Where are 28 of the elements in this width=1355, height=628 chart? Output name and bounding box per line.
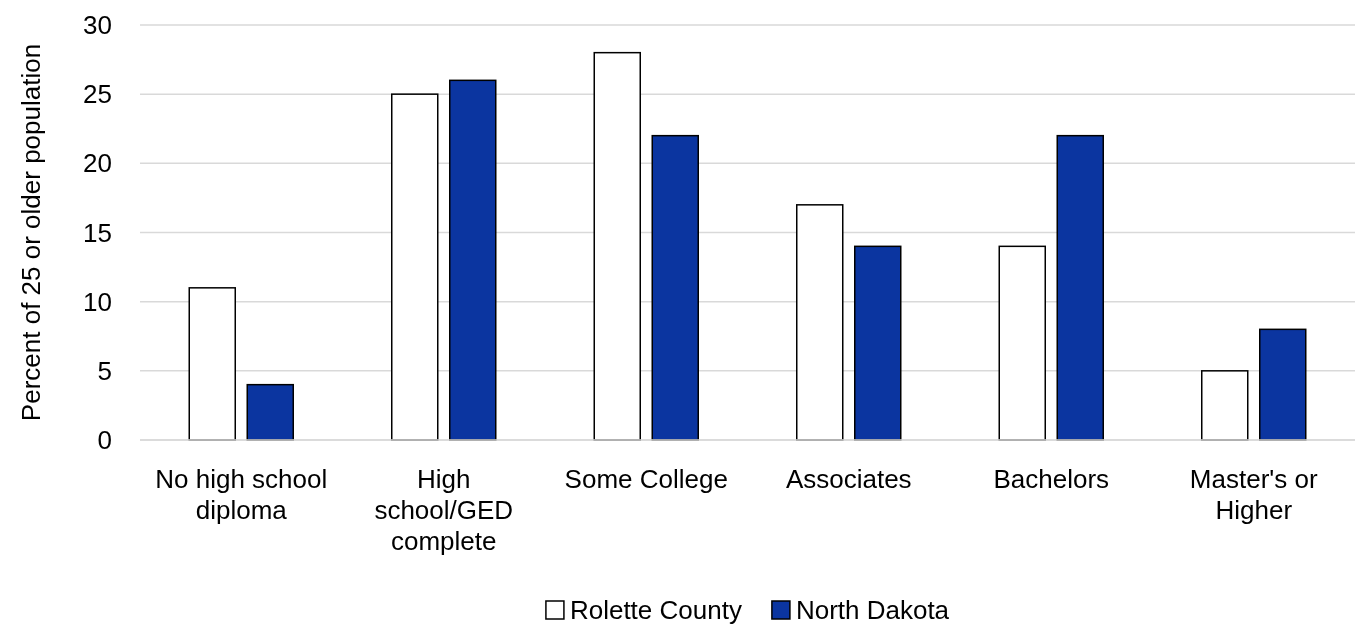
bar	[998, 245, 1046, 441]
y-tick-label: 30	[83, 10, 112, 41]
x-tick-label: High school/GED complete	[374, 464, 514, 556]
bar	[246, 383, 294, 441]
legend-label: North Dakota	[795, 595, 950, 626]
bar	[449, 79, 497, 441]
bar	[1201, 370, 1249, 441]
y-tick-label: 5	[97, 355, 112, 386]
bar	[593, 51, 641, 441]
bar	[1056, 134, 1104, 441]
y-tick-label: 15	[83, 217, 112, 248]
legend-label: Rolette County	[569, 595, 742, 626]
bar	[796, 204, 844, 441]
x-tick-label: Some College	[564, 464, 728, 494]
bar	[188, 287, 236, 441]
bar	[391, 93, 439, 441]
bar	[854, 245, 902, 441]
bar	[1259, 328, 1307, 441]
y-tick-label: 20	[83, 148, 112, 179]
y-tick-label: 25	[83, 79, 112, 110]
x-tick-label: Bachelors	[993, 464, 1110, 494]
x-tick-label: Associates	[785, 464, 912, 494]
bar	[651, 134, 699, 441]
x-tick-label: No high school diploma	[155, 464, 328, 525]
y-tick-label: 10	[83, 286, 112, 317]
x-tick-label: Master's or Higher	[1189, 464, 1318, 525]
y-axis-title: Percent of 25 or older population	[16, 43, 46, 422]
y-tick-label: 0	[97, 425, 112, 456]
